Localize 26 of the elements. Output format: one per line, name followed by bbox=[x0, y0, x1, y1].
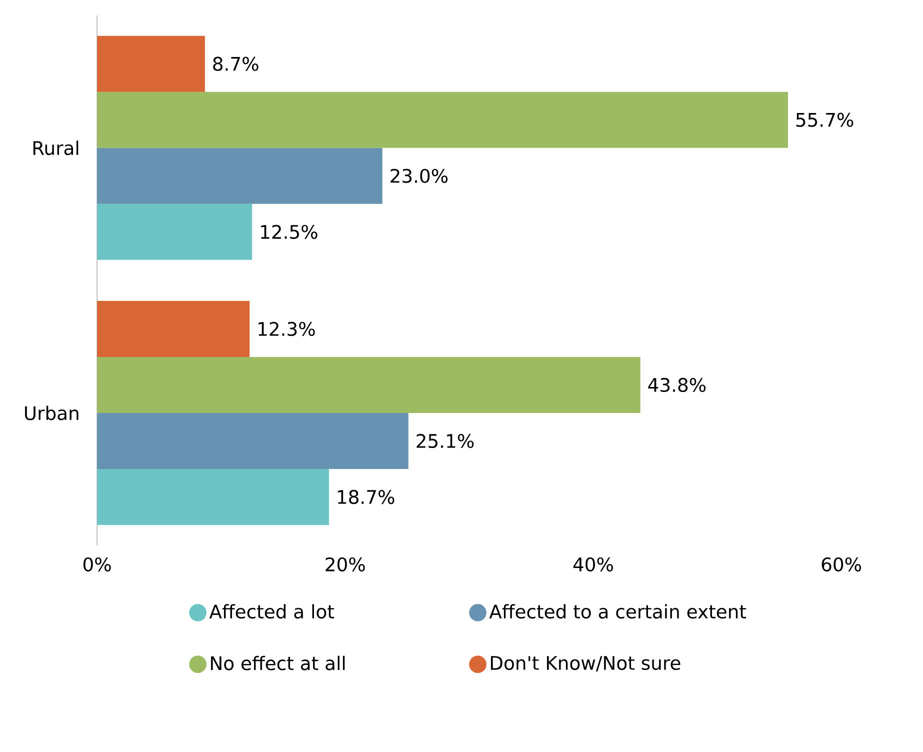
x-tick-label: 40% bbox=[573, 557, 613, 572]
bar bbox=[97, 92, 788, 148]
data-label: 23.0% bbox=[390, 168, 448, 183]
data-label: 8.7% bbox=[213, 56, 258, 71]
legend-label: Affected a lot bbox=[209, 604, 334, 618]
bar bbox=[97, 412, 408, 469]
bar bbox=[97, 468, 329, 525]
legend-label: Don't Know/Not sure bbox=[490, 656, 680, 672]
x-tick-label: 0% bbox=[83, 557, 111, 572]
x-tick-label: 60% bbox=[822, 557, 862, 572]
data-label: 55.7% bbox=[796, 112, 854, 127]
legend-label: No effect at all bbox=[211, 656, 345, 670]
y-tick-label: Urban bbox=[25, 406, 78, 420]
bar bbox=[97, 300, 250, 357]
data-label: 12.5% bbox=[261, 224, 318, 239]
bar bbox=[97, 356, 640, 413]
data-label: 12.3% bbox=[258, 322, 315, 336]
bar bbox=[97, 148, 382, 204]
x-tick-label: 20% bbox=[326, 557, 365, 572]
legend-label: Affected to a certain extent bbox=[489, 604, 746, 618]
data-label: 18.7% bbox=[338, 490, 394, 504]
bar bbox=[97, 36, 205, 92]
data-label: 25.1% bbox=[416, 434, 474, 448]
y-tick-label: Rural bbox=[33, 140, 78, 155]
data-label: 43.8% bbox=[648, 378, 706, 392]
bar bbox=[97, 204, 252, 260]
